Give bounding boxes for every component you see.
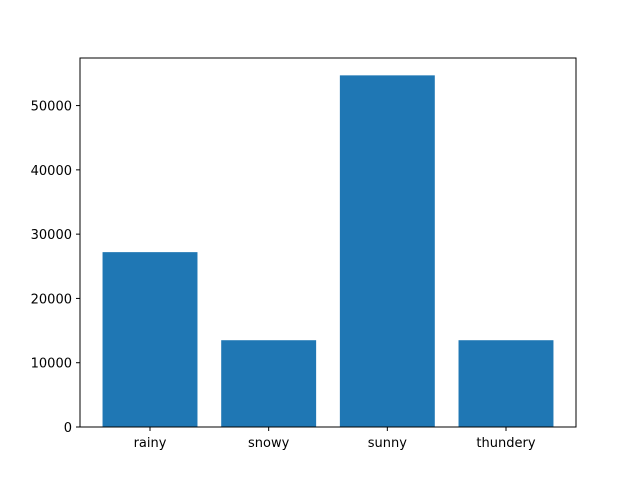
x-tick-label-snowy: snowy (248, 436, 290, 451)
y-tick-label-20000: 20000 (31, 292, 72, 307)
y-tick-label-30000: 30000 (31, 228, 72, 243)
y-tick-label-40000: 40000 (31, 164, 72, 179)
bar-sunny (339, 75, 435, 427)
x-tick-label-rainy: rainy (134, 436, 167, 451)
x-tick-label-sunny: sunny (368, 436, 407, 451)
bars-layer (102, 75, 554, 427)
plot-frame (79, 57, 577, 428)
bar-rainy (102, 252, 198, 427)
y-tick-label-50000: 50000 (31, 100, 72, 115)
x-tick-label-thundery: thundery (476, 436, 535, 451)
bar-snowy (221, 340, 317, 427)
y-tick-label-10000: 10000 (31, 357, 72, 372)
ticks-layer: rainy snowy sunny thundery 0 10000 20000 30000 4… (31, 100, 536, 451)
y-tick-label-0: 0 (64, 421, 72, 436)
bar-thundery (458, 340, 554, 427)
